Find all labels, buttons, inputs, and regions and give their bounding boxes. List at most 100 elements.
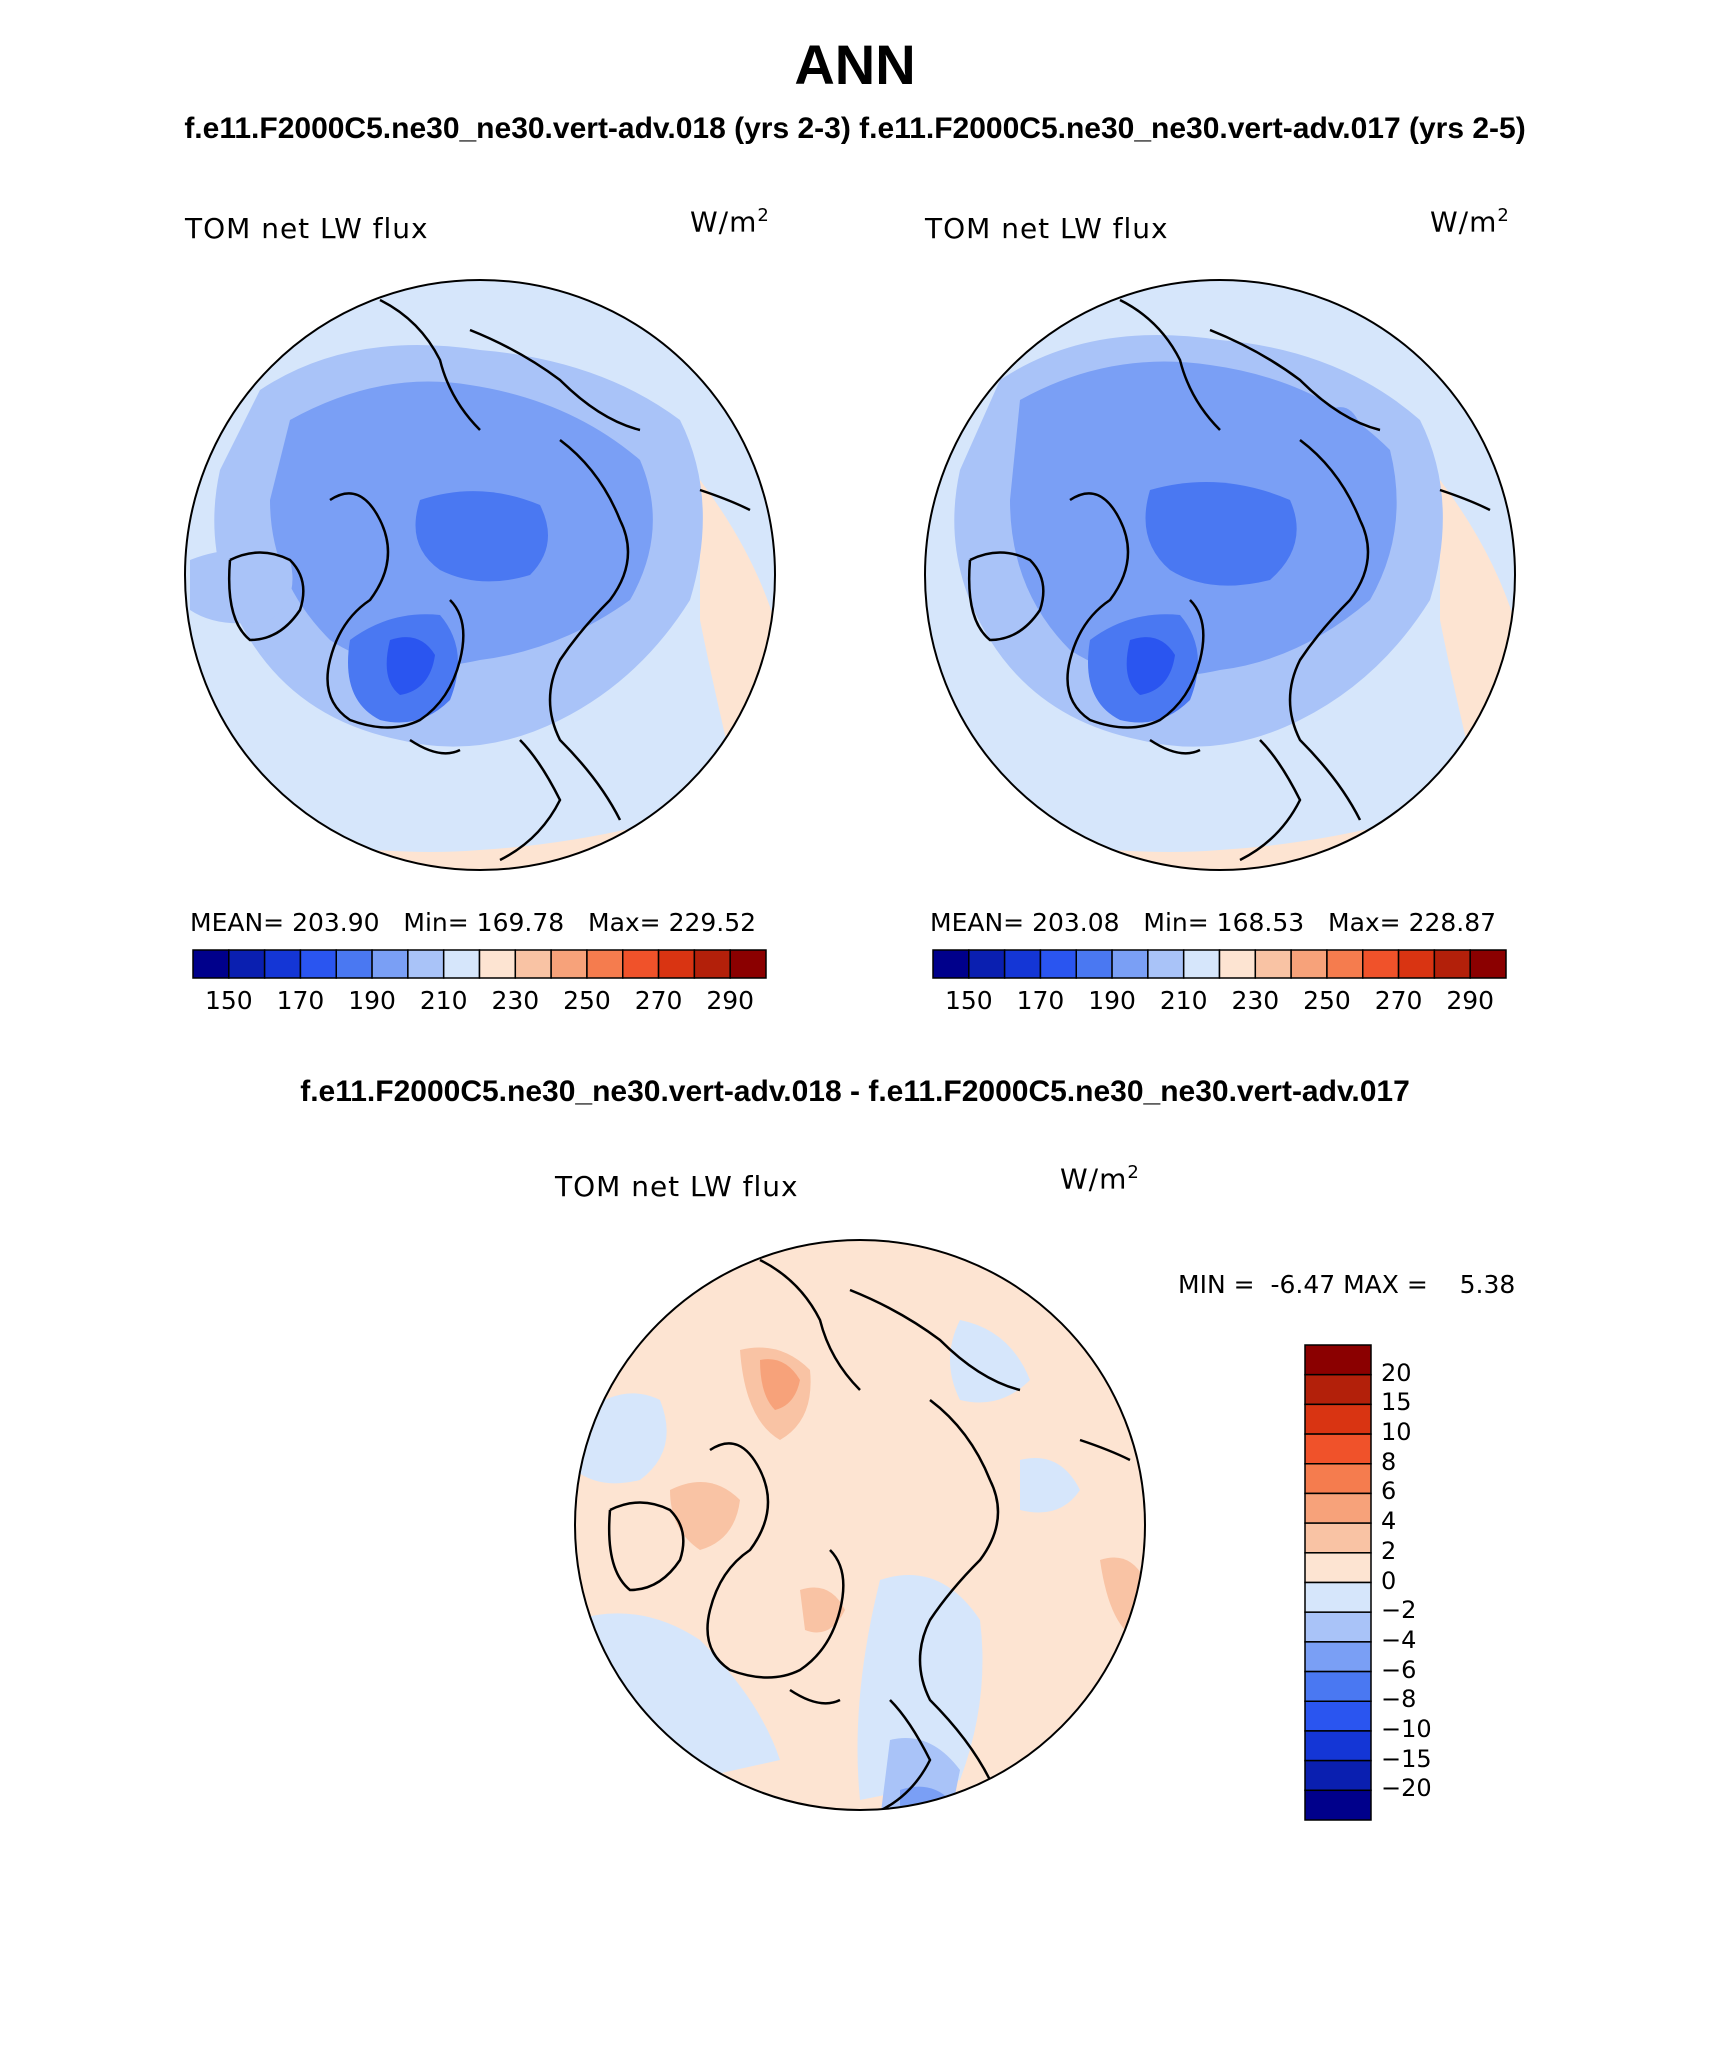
colorbar-panel1-swatch <box>335 949 373 979</box>
colorbar-diff-swatch <box>1304 1641 1372 1673</box>
colorbar-diff-swatch <box>1304 1581 1372 1613</box>
colorbar-panel1-swatch <box>228 949 266 979</box>
colorbar-panel2-swatch <box>1111 949 1149 979</box>
panel2-mean: 203.08 <box>1032 908 1120 937</box>
colorbar-panel1-swatch <box>550 949 588 979</box>
diff-max: 5.38 <box>1459 1270 1516 1299</box>
colorbar-panel2-swatch <box>968 949 1006 979</box>
colorbar-panel2-swatch <box>1326 949 1364 979</box>
panel2-map <box>925 280 1515 870</box>
colorbar-diff-swatch <box>1304 1789 1372 1821</box>
panel1-units-label: W/m2 <box>690 205 770 239</box>
panel2-units-label: W/m2 <box>1430 205 1510 239</box>
panel1-min: 169.78 <box>476 908 565 937</box>
colorbar-diff-swatch <box>1304 1344 1372 1376</box>
colorbar-panel1-tick-label: 210 <box>419 986 468 1015</box>
panel1-variable-label: TOM net LW flux <box>185 212 429 245</box>
colorbar-diff-swatch <box>1304 1492 1372 1524</box>
colorbar-diff-tick-label: −15 <box>1381 1744 1432 1773</box>
colorbar-panel1-swatch <box>657 949 696 979</box>
colorbar-panel1 <box>192 949 767 979</box>
colorbar-diff-tick-label: 10 <box>1381 1418 1412 1447</box>
colorbar-panel1-swatch <box>299 949 337 979</box>
colorbar-diff-swatch <box>1304 1670 1372 1702</box>
colorbar-panel1-swatch <box>407 949 445 979</box>
colorbar-panel1-tick-label: 290 <box>706 986 755 1015</box>
colorbar-panel2-tick-label: 250 <box>1303 986 1351 1015</box>
colorbar-diff-tick-label: 8 <box>1381 1447 1397 1476</box>
panel1-max: 229.52 <box>668 908 757 937</box>
colorbar-diff-tick-label: 20 <box>1381 1358 1412 1387</box>
colorbar-panel1-swatch <box>693 949 731 979</box>
diff-min: -6.47 <box>1270 1270 1336 1299</box>
panel2-variable-label: TOM net LW flux <box>925 212 1169 245</box>
figure-title: ANN <box>794 33 916 96</box>
colorbar-panel1-swatch <box>729 949 767 979</box>
colorbar-diff-tick-label: −4 <box>1381 1625 1417 1654</box>
diff-map-border <box>574 1239 1146 1811</box>
panel1-mean: 203.90 <box>292 908 380 937</box>
colorbar-diff-swatch <box>1304 1433 1372 1465</box>
colorbar-diff-tick-label: 2 <box>1381 1536 1397 1565</box>
colorbar-panel1-tick-label: 250 <box>563 986 611 1015</box>
diff-min-max: MIN = -6.47 MAX = 5.38 <box>1178 1270 1516 1299</box>
colorbar-panel2-tick-label: 230 <box>1231 986 1280 1015</box>
colorbar-panel1-swatch <box>622 949 660 979</box>
colorbar-diff-tick-label: −10 <box>1381 1714 1432 1743</box>
colorbar-diff-swatch <box>1304 1700 1372 1732</box>
colorbar-panel1-tick-label: 270 <box>634 986 683 1015</box>
colorbar-diff-swatch <box>1304 1463 1372 1495</box>
colorbar-panel1-swatch <box>263 949 302 979</box>
colorbar-diff-swatch <box>1304 1403 1372 1435</box>
colorbar-panel1-tick-label: 190 <box>348 986 396 1015</box>
panel2-map-border <box>924 279 1516 871</box>
colorbar-panel1-tick-label: 150 <box>204 986 253 1015</box>
colorbar-diff-tick-label: 4 <box>1381 1507 1397 1536</box>
panel2-max: 228.87 <box>1408 908 1497 937</box>
colorbar-panel1-swatch <box>192 949 230 979</box>
colorbar-diff-swatch <box>1304 1552 1372 1584</box>
colorbar-panel2-tick-label: 150 <box>944 986 993 1015</box>
colorbar-panel2 <box>932 949 1507 979</box>
colorbar-panel2-tick-label: 210 <box>1159 986 1208 1015</box>
colorbar-diff-swatch <box>1304 1730 1372 1762</box>
colorbar-panel2-swatch <box>1218 949 1257 979</box>
colorbar-panel1-swatch <box>514 949 552 979</box>
colorbar-diff-tick-label: −2 <box>1381 1596 1417 1625</box>
colorbar-panel2-swatch <box>1290 949 1328 979</box>
colorbar-panel1-tick-label: 170 <box>276 986 325 1015</box>
colorbar-panel1-swatch <box>371 949 409 979</box>
colorbar-diff-swatch <box>1304 1522 1372 1554</box>
colorbar-panel2-swatch <box>1254 949 1292 979</box>
colorbar-diff-swatch <box>1304 1759 1372 1792</box>
colorbar-panel2-tick-label: 290 <box>1446 986 1495 1015</box>
colorbar-panel2-swatch <box>1039 949 1077 979</box>
colorbar-panel2-swatch <box>1075 949 1113 979</box>
diff-units-label: W/m2 <box>1060 1162 1140 1196</box>
colorbar-diff-tick-label: −6 <box>1381 1655 1417 1684</box>
colorbar-diff-swatch <box>1304 1611 1372 1643</box>
colorbar-panel2-swatch <box>932 949 970 979</box>
colorbar-diff-tick-label: 15 <box>1381 1388 1412 1417</box>
colorbar-diff-swatch <box>1304 1373 1372 1406</box>
panel1-stats: MEAN= 203.90 Min= 169.78 Max= 229.52 <box>190 908 757 937</box>
colorbar-diff-tick-label: −8 <box>1381 1685 1417 1714</box>
colorbar-panel2-tick-label: 170 <box>1016 986 1065 1015</box>
colorbar-panel2-swatch <box>1182 949 1221 979</box>
panel2-coastlines <box>967 298 1491 862</box>
diff-variable-label: TOM net LW flux <box>555 1170 799 1203</box>
colorbar-panel2-tick-label: 190 <box>1088 986 1136 1015</box>
colorbar-panel1-swatch <box>478 949 517 979</box>
colorbar-panel1-swatch <box>442 949 481 979</box>
colorbar-panel1-swatch <box>586 949 624 979</box>
colorbar-panel2-swatch <box>1362 949 1400 979</box>
diff-map <box>575 1240 1145 1810</box>
panel1-coastlines <box>227 298 751 862</box>
colorbar-panel2-swatch <box>1469 949 1507 979</box>
colorbar-panel2-tick-label: 270 <box>1374 986 1423 1015</box>
colorbar-panel2-swatch <box>1147 949 1185 979</box>
difference-title: f.e11.F2000C5.ne30_ne30.vert-adv.018 - f… <box>300 1075 1410 1108</box>
panel2-min: 168.53 <box>1216 908 1305 937</box>
panel1-map <box>185 280 775 870</box>
